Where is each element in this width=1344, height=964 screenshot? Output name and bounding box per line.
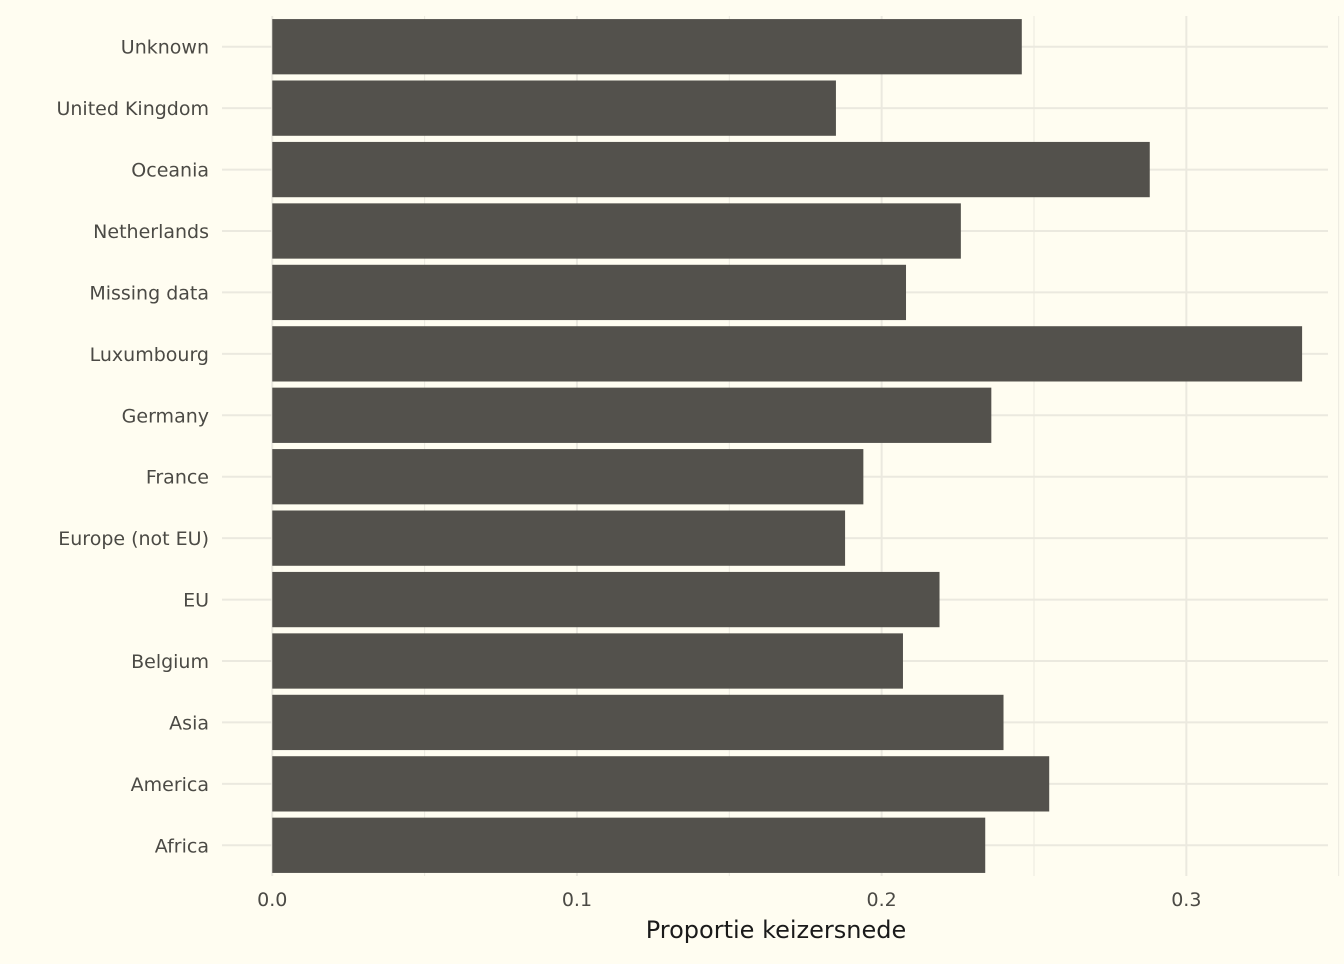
y-axis-labels: Unknown United Kingdom Oceania Netherlands M… <box>56 37 209 858</box>
bar-united-kingdom <box>272 80 836 136</box>
bar-eu <box>272 571 940 628</box>
y-tick-label: Netherlands <box>93 221 209 243</box>
bar-netherlands <box>272 203 961 259</box>
y-tick-label: America <box>131 774 209 796</box>
x-tick-label: 0.1 <box>562 889 592 911</box>
bar-germany <box>272 387 992 443</box>
y-tick-label: Europe (not EU) <box>58 528 209 550</box>
x-tick-label: 0.2 <box>867 889 897 911</box>
bar-africa <box>272 817 986 873</box>
y-tick-label: Africa <box>155 835 209 857</box>
y-tick-label: United Kingdom <box>56 98 209 120</box>
y-tick-label: Belgium <box>131 651 209 673</box>
x-tick-label: 0.0 <box>257 889 287 911</box>
bar-france <box>272 449 864 505</box>
bar-belgium <box>272 633 903 689</box>
x-axis-ticks: 0.0 0.1 0.2 0.3 <box>257 889 1201 911</box>
x-axis-title: Proportie keizersnede <box>646 916 907 944</box>
y-tick-label: Germany <box>122 405 209 427</box>
x-tick-label: 0.3 <box>1171 889 1201 911</box>
bar-america <box>272 756 1050 812</box>
bars <box>272 19 1303 873</box>
y-tick-label: EU <box>183 590 209 612</box>
bar-unknown <box>272 19 1022 75</box>
bar-europe-not-eu <box>272 510 846 566</box>
bar-luxumbourg <box>272 326 1303 382</box>
bar-missing-data <box>272 264 907 321</box>
y-tick-label: France <box>146 467 209 489</box>
bar-oceania <box>272 141 1150 198</box>
y-tick-label: Unknown <box>121 37 209 59</box>
y-tick-label: Asia <box>169 712 209 734</box>
y-tick-label: Oceania <box>131 160 209 182</box>
y-tick-label: Luxumbourg <box>90 344 209 366</box>
bar-asia <box>272 694 1004 751</box>
y-tick-label: Missing data <box>89 282 209 304</box>
